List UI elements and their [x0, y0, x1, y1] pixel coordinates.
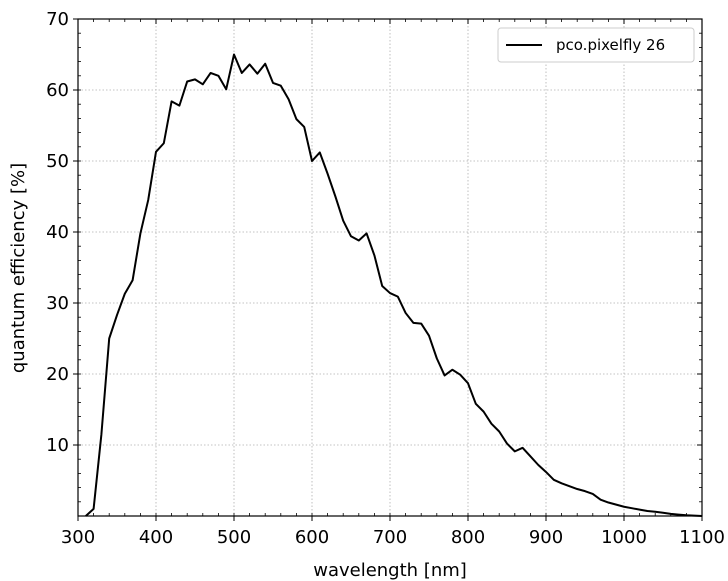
- grid-lines: [78, 19, 702, 516]
- y-tick-label: 50: [46, 151, 69, 172]
- x-tick-label: 700: [373, 527, 407, 548]
- y-tick-label: 40: [46, 222, 69, 243]
- y-axis-label: quantum efficiency [%]: [8, 163, 29, 373]
- x-tick-label: 500: [217, 527, 251, 548]
- y-tick-label: 30: [46, 293, 69, 314]
- y-tick-label: 20: [46, 364, 69, 385]
- x-tick-label: 1000: [601, 527, 647, 548]
- series-line: [85, 53, 703, 517]
- y-tick-label: 60: [46, 80, 69, 101]
- series-layer: [85, 53, 703, 517]
- y-tick-label: 10: [46, 435, 69, 456]
- x-tick-label: 1100: [679, 527, 725, 548]
- y-tick-label: 70: [46, 9, 69, 30]
- x-tick-label: 600: [295, 527, 329, 548]
- plot-frame: [77, 18, 703, 517]
- major-ticks: [73, 18, 703, 521]
- tick-labels: 300 400 500 600 700 800 900 1000 1100 10 20 30 40 50 6…: [46, 9, 725, 548]
- legend-label: pco.pixelfly 26: [556, 36, 665, 54]
- x-tick-label: 800: [451, 527, 485, 548]
- x-axis-label: wavelength [nm]: [313, 560, 467, 581]
- legend: pco.pixelfly 26: [497, 27, 695, 63]
- x-tick-label: 900: [529, 527, 563, 548]
- x-tick-label: 400: [139, 527, 173, 548]
- legend-box: [497, 27, 695, 63]
- x-tick-label: 300: [61, 527, 95, 548]
